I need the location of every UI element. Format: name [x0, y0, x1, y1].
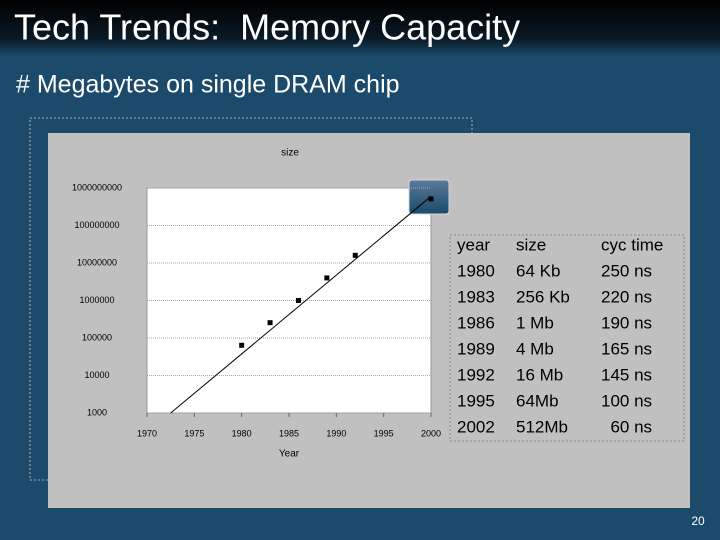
table-header: size	[516, 235, 546, 254]
table-cell: 64Mb	[516, 391, 559, 410]
y-tick-label: 100000	[82, 332, 112, 342]
table-cell: 60 ns	[601, 417, 652, 436]
table-cell: 100 ns	[601, 391, 652, 410]
data-point	[267, 320, 273, 326]
table-cell: 165 ns	[601, 339, 652, 358]
data-point	[295, 298, 301, 303]
table-cell: 1992	[457, 365, 495, 384]
table-cell: 1989	[457, 339, 495, 358]
x-axis-label: Year	[279, 449, 300, 460]
table-cell: 2002	[457, 417, 495, 436]
y-tick-label: 10000	[84, 370, 109, 380]
y-tick-label: 1000000000	[72, 182, 122, 192]
data-point	[239, 342, 245, 348]
chart-title: size	[281, 148, 299, 159]
table-cell: 220 ns	[601, 287, 652, 306]
x-tick-label: 1990	[326, 428, 346, 438]
data-point	[428, 196, 434, 202]
x-tick-label: 1985	[279, 428, 299, 438]
table-header: cyc time	[601, 235, 663, 254]
page-number: 20	[691, 514, 705, 528]
x-tick-label: 1980	[232, 428, 252, 438]
data-point	[324, 275, 330, 281]
x-tick-label: 1975	[184, 428, 204, 438]
table-cell: 190 ns	[601, 313, 652, 332]
y-tick-label: 1000	[87, 407, 107, 417]
table-cell: 1980	[457, 261, 495, 280]
table-cell: 1 Mb	[516, 313, 554, 332]
slide-title: Tech Trends: Memory Capacity	[14, 7, 520, 48]
table-cell: 64 Kb	[516, 261, 560, 280]
table-frame	[449, 234, 685, 442]
x-tick-label: 1970	[137, 428, 157, 438]
table-cell: 1986	[457, 313, 495, 332]
table-cell: 145 ns	[601, 365, 652, 384]
table-cell: 4 Mb	[516, 339, 554, 358]
title-bar	[0, 0, 720, 56]
x-tick-label: 2000	[421, 428, 441, 438]
trend-line	[170, 195, 432, 414]
y-tick-label: 100000000	[74, 220, 119, 230]
slide-subtitle: # Megabytes on single DRAM chip	[16, 71, 400, 99]
table-cell: 1983	[457, 287, 495, 306]
x-tick-label: 1995	[374, 428, 394, 438]
table-header: year	[457, 235, 490, 254]
table-cell: 16 Mb	[516, 365, 563, 384]
table-cell: 512Mb	[516, 417, 568, 436]
table-cell: 256 Kb	[516, 287, 570, 306]
y-tick-label: 10000000	[77, 257, 117, 267]
table-cell: 250 ns	[601, 261, 652, 280]
y-tick-label: 1000000	[79, 295, 114, 305]
table-cell: 1995	[457, 391, 495, 410]
data-point	[352, 252, 358, 258]
